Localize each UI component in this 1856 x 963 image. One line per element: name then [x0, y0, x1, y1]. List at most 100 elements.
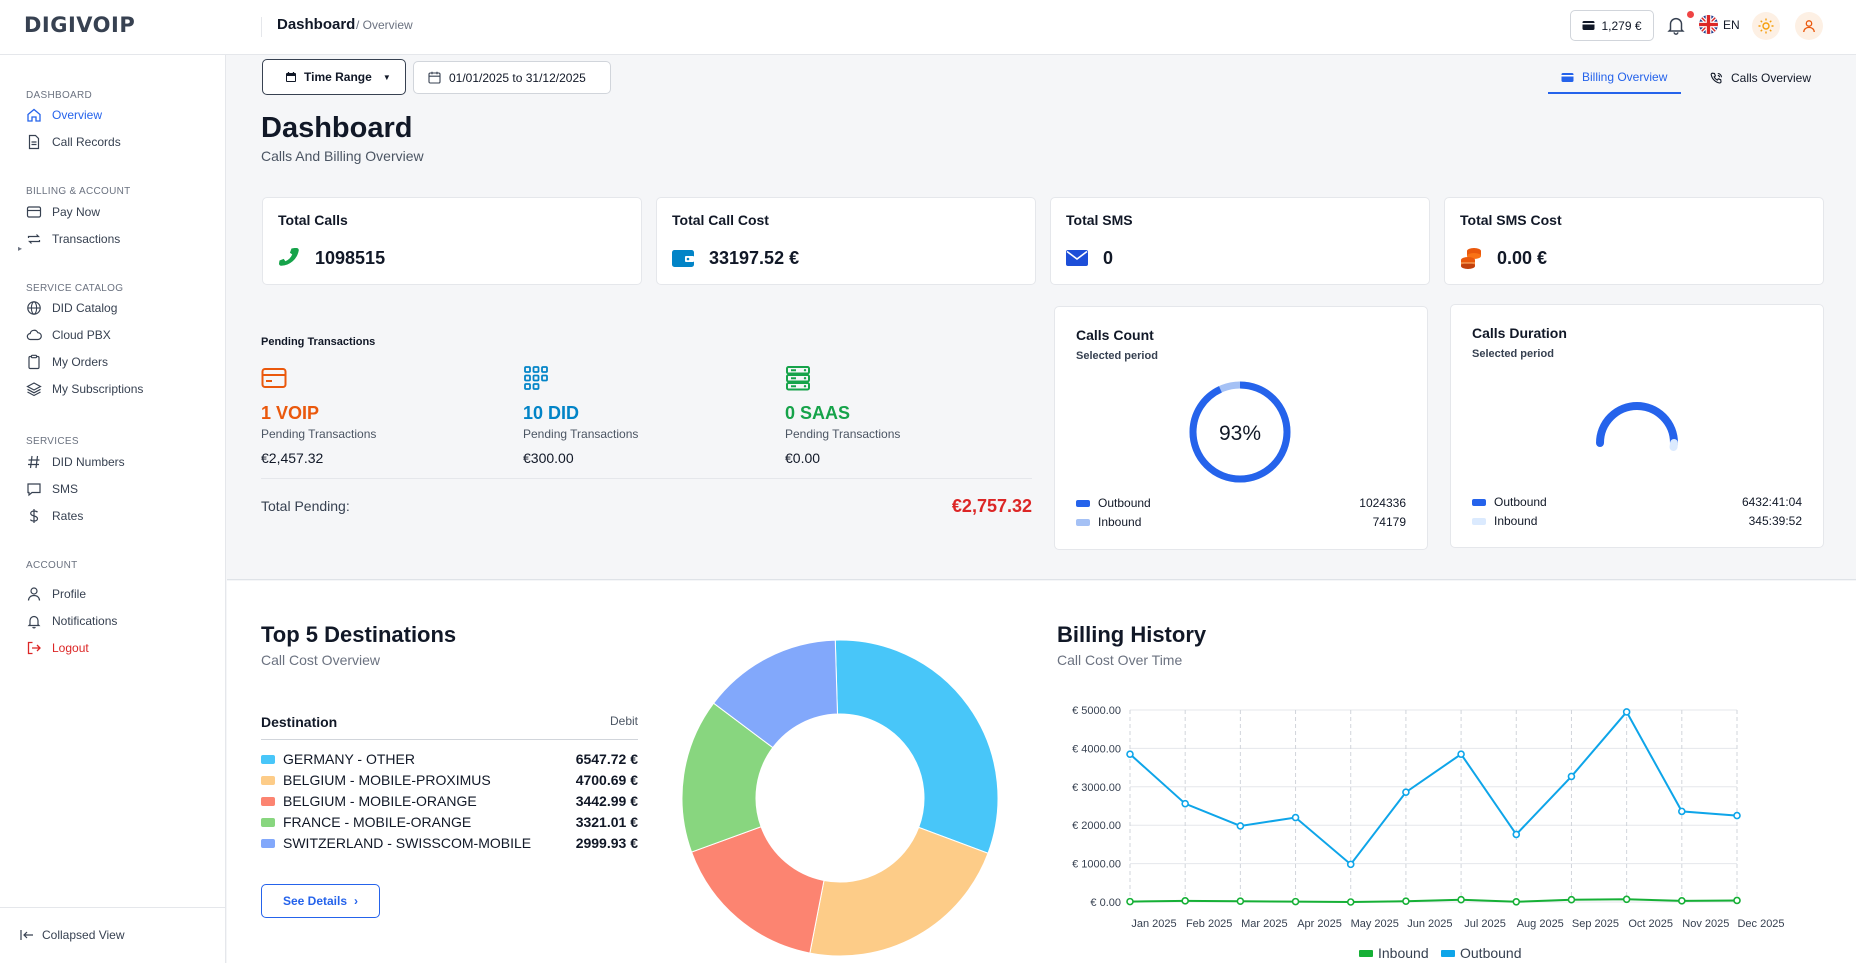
destination-name: BELGIUM - MOBILE-ORANGE — [283, 793, 477, 809]
sidebar-item-call-records[interactable]: Call Records — [26, 132, 121, 152]
sidebar-item-did-catalog[interactable]: DID Catalog — [26, 298, 117, 318]
y-tick-label: € 2000.00 — [1072, 820, 1121, 832]
data-point[interactable] — [1181, 897, 1189, 905]
data-point[interactable] — [1402, 897, 1410, 906]
user-icon — [27, 587, 41, 601]
page-subtitle: Calls And Billing Overview — [261, 148, 424, 164]
data-point[interactable] — [1733, 896, 1741, 905]
calls-count-gauge: 93% — [1189, 381, 1291, 483]
top-bar: DIGIVOIP Dashboard / Overview 1,279 € EN — [0, 0, 1856, 55]
sidebar-item-notifications[interactable]: Notifications — [26, 611, 117, 631]
series-line-inbound — [1129, 898, 1738, 904]
data-point[interactable] — [1402, 788, 1410, 796]
data-point[interactable] — [1291, 813, 1300, 822]
language-selector[interactable]: EN — [1699, 15, 1740, 34]
data-point[interactable] — [1346, 860, 1355, 869]
destination-row: GERMANY - OTHER 6547.72 € — [261, 751, 638, 767]
data-point[interactable] — [1678, 807, 1686, 816]
notifications-bell-icon[interactable] — [1665, 14, 1687, 36]
legend-label[interactable]: Outbound — [1460, 945, 1522, 961]
data-point[interactable] — [1291, 897, 1300, 906]
tab-calls-overview[interactable]: Calls Overview — [1710, 62, 1811, 94]
data-point[interactable] — [1181, 799, 1189, 808]
sidebar-item-transactions[interactable]: Transactions — [26, 229, 120, 249]
sidebar-item-my-orders[interactable]: My Orders — [26, 352, 108, 372]
stat-card-total-call-cost: Total Call Cost 33197.52 € — [656, 197, 1036, 285]
server-icon — [786, 366, 810, 391]
card-subtitle: Selected period — [1472, 348, 1554, 360]
stat-label: Total SMS Cost — [1460, 212, 1562, 228]
pending-amount: €300.00 — [523, 450, 574, 466]
data-point[interactable] — [1126, 750, 1134, 758]
wallet-icon — [672, 250, 694, 267]
legend-value: 345:39:52 — [1748, 514, 1802, 528]
collapse-icon — [20, 930, 33, 940]
data-point[interactable] — [1236, 822, 1245, 830]
sidebar-item-profile[interactable]: Profile — [26, 584, 86, 604]
pending-voip: 1 VOIP Pending Transactions €2,457.32 — [261, 365, 501, 466]
sidebar-item-sms[interactable]: SMS — [26, 479, 78, 499]
donut-slice[interactable] — [834, 640, 998, 854]
sidebar-item-my-subscriptions[interactable]: My Subscriptions — [26, 379, 143, 399]
legend-swatch — [261, 796, 275, 806]
pending-amount: €2,457.32 — [261, 450, 324, 466]
stat-value: 33197.52 € — [709, 248, 800, 268]
layers-icon — [26, 382, 42, 397]
sidebar-item-pay-now[interactable]: Pay Now — [26, 202, 100, 222]
data-point[interactable] — [1457, 895, 1465, 904]
sidebar-item-cloud-pbx[interactable]: Cloud PBX — [26, 325, 111, 345]
gauge-percent: 93% — [1219, 422, 1261, 445]
donut-slice[interactable] — [690, 826, 825, 954]
legend-swatch — [1441, 950, 1455, 957]
data-point[interactable] — [1512, 898, 1521, 906]
legend-label[interactable]: Inbound — [1378, 945, 1429, 961]
data-point[interactable] — [1236, 897, 1245, 906]
data-point[interactable] — [1457, 750, 1465, 758]
expand-caret-icon[interactable]: ▸ — [18, 244, 23, 253]
legend-swatch — [1076, 518, 1090, 526]
pending-label: Pending Transactions — [523, 427, 639, 441]
sidebar-item-did-numbers[interactable]: DID Numbers — [26, 452, 125, 472]
data-point[interactable] — [1567, 895, 1576, 904]
data-point[interactable] — [1622, 895, 1631, 904]
user-menu-button[interactable] — [1795, 12, 1823, 40]
donut-slice[interactable] — [712, 640, 838, 749]
donut-slice[interactable] — [809, 826, 989, 956]
sidebar-item-logout[interactable]: Logout — [26, 638, 89, 658]
data-point[interactable] — [1567, 772, 1576, 781]
calls-count-card: Calls Count Selected period 93% Outbound… — [1054, 306, 1428, 550]
sidebar-item-label: My Orders — [52, 355, 109, 369]
sidebar-section-services: SERVICES — [26, 436, 79, 447]
logo[interactable]: DIGIVOIP — [24, 13, 136, 37]
balance-button[interactable]: 1,279 € — [1570, 10, 1654, 41]
sidebar-item-rates[interactable]: Rates — [26, 506, 83, 526]
logout-icon — [27, 641, 41, 655]
data-point[interactable] — [1622, 708, 1631, 716]
theme-toggle-button[interactable] — [1752, 12, 1780, 40]
legend-swatch — [261, 838, 275, 848]
tab-billing-overview[interactable]: Billing Overview — [1548, 62, 1681, 94]
billing-history-line-chart: € 0.00 € 1000.00 € 2000.00 € 3000.00 € 4000.… — [1072, 705, 1784, 961]
sidebar-item-label: DID Catalog — [52, 301, 118, 315]
data-point[interactable] — [1512, 830, 1521, 839]
tab-label: Calls Overview — [1731, 71, 1812, 85]
document-icon — [28, 134, 40, 150]
outbound-arc — [1596, 402, 1678, 447]
sidebar-item-overview[interactable]: Overview — [26, 105, 102, 125]
collapsed-view-button[interactable]: Collapsed View — [20, 928, 125, 942]
data-point[interactable] — [1678, 897, 1686, 905]
sidebar-section-service-catalog: SERVICE CATALOG — [26, 283, 124, 294]
destination-name: SWITZERLAND - SWISSCOM-MOBILE — [283, 835, 532, 851]
data-point[interactable] — [1126, 897, 1134, 906]
sidebar-item-label: My Subscriptions — [52, 382, 144, 396]
date-range-picker[interactable]: 01/01/2025 to 31/12/2025 — [413, 61, 611, 94]
series-line-outbound — [1129, 710, 1738, 866]
legend-label: Outbound — [1098, 496, 1151, 510]
collapsed-view-label: Collapsed View — [42, 928, 125, 942]
data-point[interactable] — [1733, 811, 1741, 820]
time-range-dropdown[interactable]: Time Range ▼ — [262, 59, 406, 95]
sidebar-item-label: Call Records — [52, 135, 121, 149]
see-details-button[interactable]: See Details › — [261, 884, 380, 918]
destination-row: SWITZERLAND - SWISSCOM-MOBILE 2999.93 € — [261, 835, 638, 851]
data-point[interactable] — [1346, 898, 1355, 906]
